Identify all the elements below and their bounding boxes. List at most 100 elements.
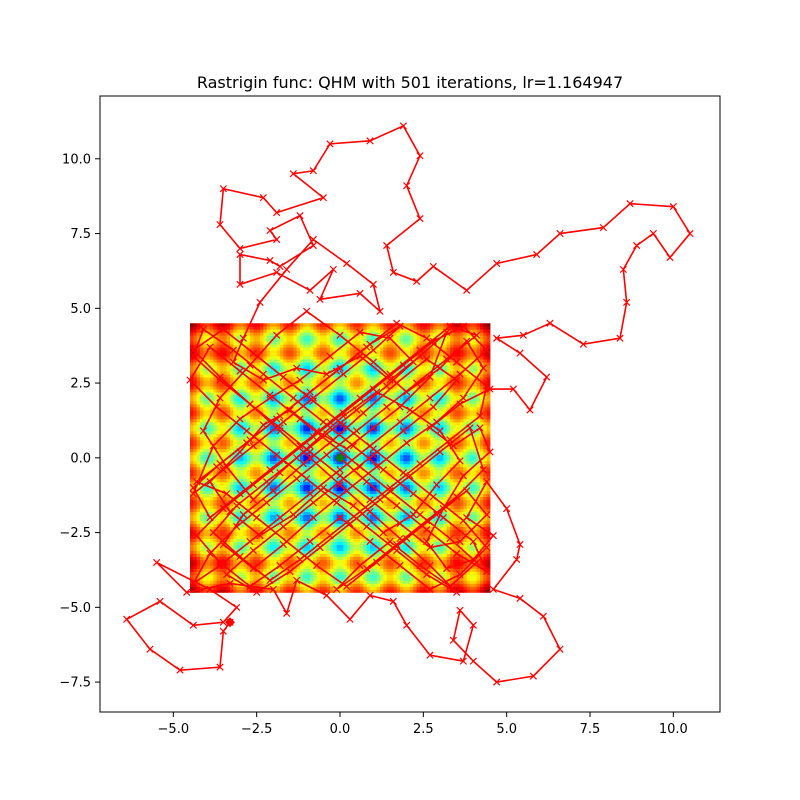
contour-cell bbox=[263, 448, 268, 453]
contour-cell bbox=[323, 347, 328, 351]
contour-cell bbox=[306, 460, 311, 465]
contour-cell bbox=[216, 371, 221, 375]
contour-cell bbox=[276, 511, 281, 516]
contour-cell bbox=[363, 365, 368, 369]
contour-cell bbox=[373, 568, 378, 572]
contour-cell bbox=[246, 344, 251, 348]
contour-cell bbox=[233, 395, 238, 399]
contour-cell bbox=[190, 460, 194, 465]
contour-cell bbox=[200, 532, 204, 536]
contour-cell bbox=[313, 380, 318, 384]
contour-cell bbox=[296, 496, 301, 501]
contour-cell bbox=[313, 415, 318, 420]
contour-cell bbox=[206, 439, 211, 444]
contour-cell bbox=[266, 547, 271, 551]
contour-cell bbox=[346, 541, 351, 545]
contour-cell bbox=[306, 472, 311, 477]
contour-cell bbox=[353, 583, 358, 587]
contour-cell bbox=[316, 469, 321, 474]
contour-cell bbox=[203, 383, 208, 387]
contour-cell bbox=[206, 323, 211, 327]
contour-cell bbox=[226, 323, 231, 327]
contour-cell bbox=[190, 553, 194, 557]
contour-cell bbox=[313, 475, 318, 480]
contour-cell bbox=[340, 359, 344, 363]
contour-cell bbox=[310, 338, 314, 342]
contour-cell bbox=[216, 344, 221, 348]
contour-cell bbox=[216, 568, 221, 572]
contour-cell bbox=[370, 323, 374, 327]
contour-cell bbox=[310, 580, 314, 584]
contour-cell bbox=[243, 589, 248, 593]
contour-cell bbox=[196, 547, 201, 551]
contour-cell bbox=[193, 559, 198, 563]
contour-cell bbox=[243, 359, 248, 363]
contour-cell bbox=[216, 517, 221, 522]
contour-cell bbox=[353, 332, 358, 336]
contour-cell bbox=[303, 409, 308, 414]
contour-cell bbox=[366, 377, 371, 381]
contour-cell bbox=[346, 466, 351, 471]
contour-cell bbox=[340, 529, 344, 533]
contour-cell bbox=[250, 478, 254, 483]
contour-cell bbox=[340, 544, 344, 548]
contour-cell bbox=[373, 484, 378, 489]
contour-cell bbox=[323, 335, 328, 339]
contour-cell bbox=[373, 517, 378, 522]
contour-cell bbox=[233, 415, 238, 420]
contour-cell bbox=[263, 514, 268, 519]
contour-cell bbox=[340, 553, 344, 557]
contour-cell bbox=[303, 517, 308, 522]
contour-cell bbox=[266, 487, 271, 492]
contour-cell bbox=[216, 541, 221, 545]
contour-cell bbox=[226, 451, 231, 456]
contour-cell bbox=[353, 451, 358, 456]
contour-cell bbox=[320, 478, 324, 483]
contour-cell bbox=[200, 389, 204, 393]
contour-cell bbox=[290, 323, 294, 327]
contour-cell bbox=[266, 323, 271, 327]
contour-cell bbox=[233, 484, 238, 489]
contour-cell bbox=[356, 529, 361, 533]
contour-cell bbox=[250, 580, 254, 584]
contour-cell bbox=[263, 577, 268, 581]
contour-cell bbox=[300, 481, 304, 486]
contour-cell bbox=[236, 586, 241, 590]
contour-cell bbox=[233, 580, 238, 584]
contour-cell bbox=[190, 415, 194, 420]
contour-cell bbox=[303, 472, 308, 477]
contour-cell bbox=[370, 460, 374, 465]
contour-cell bbox=[346, 383, 351, 387]
contour-cell bbox=[346, 535, 351, 539]
contour-cell bbox=[323, 574, 328, 578]
contour-cell bbox=[303, 335, 308, 339]
contour-cell bbox=[236, 565, 241, 569]
contour-cell bbox=[363, 389, 368, 393]
contour-cell bbox=[213, 377, 218, 381]
contour-cell bbox=[266, 541, 271, 545]
contour-cell bbox=[270, 401, 274, 405]
contour-cell bbox=[216, 523, 221, 528]
contour-cell bbox=[273, 484, 278, 489]
contour-cell bbox=[266, 526, 271, 530]
contour-cell bbox=[360, 433, 364, 438]
contour-cell bbox=[210, 565, 214, 569]
contour-cell bbox=[266, 389, 271, 393]
contour-cell bbox=[320, 496, 324, 501]
contour-cell bbox=[233, 571, 238, 575]
contour-cell bbox=[253, 511, 258, 516]
contour-cell bbox=[263, 565, 268, 569]
contour-cell bbox=[300, 427, 304, 432]
contour-cell bbox=[256, 406, 261, 411]
contour-cell bbox=[206, 541, 211, 545]
contour-cell bbox=[223, 323, 228, 327]
contour-cell bbox=[250, 374, 254, 378]
contour-cell bbox=[196, 389, 201, 393]
contour-cell bbox=[273, 580, 278, 584]
contour-cell bbox=[193, 392, 198, 396]
contour-cell bbox=[353, 535, 358, 539]
contour-cell bbox=[300, 499, 304, 504]
contour-cell bbox=[320, 514, 324, 519]
contour-cell bbox=[290, 365, 294, 369]
contour-cell bbox=[303, 362, 308, 366]
